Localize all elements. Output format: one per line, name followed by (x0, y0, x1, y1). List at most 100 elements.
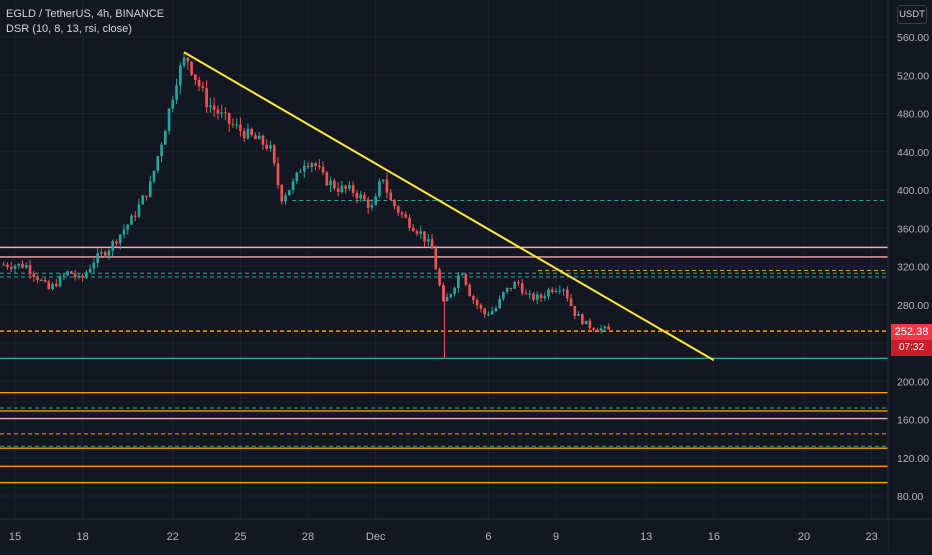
candle-body (254, 135, 257, 140)
candle-body (9, 267, 13, 269)
candle-body (539, 294, 543, 299)
candle-body (287, 190, 291, 196)
candle-body (126, 224, 130, 230)
candle-body (235, 124, 238, 126)
candle-body (269, 145, 272, 149)
candle-body (359, 194, 362, 199)
candle-body (581, 314, 584, 325)
candle-body (396, 206, 400, 213)
candle-body (483, 308, 486, 315)
candle-body (85, 272, 88, 278)
candle-body (148, 181, 152, 197)
indicator-label[interactable]: DSR (10, 8, 13, rsi, close) (6, 23, 132, 35)
candle-body (295, 172, 299, 182)
candle-body (55, 283, 58, 287)
candle-body (426, 239, 430, 242)
price-tick-label: 520.00 (897, 70, 929, 82)
candle-body (457, 275, 460, 288)
candle-body (88, 268, 92, 273)
candle-body (231, 123, 235, 125)
symbol-title[interactable]: EGLD / TetherUS, 4h, BINANCE (6, 8, 165, 20)
candle-body (370, 204, 374, 208)
candle-body (51, 283, 54, 290)
grid (0, 0, 888, 519)
price-axis[interactable]: 80.00120.00160.00200.00240.00280.00320.0… (887, 0, 932, 550)
candle-body (227, 113, 231, 124)
candle-body (190, 61, 193, 75)
candle-body (404, 214, 408, 218)
candle-body (535, 294, 539, 300)
candle-body (520, 283, 524, 294)
candle-body (152, 170, 156, 182)
candle-body (441, 285, 445, 302)
candle-body (498, 298, 501, 309)
candle-body (209, 105, 212, 108)
chart-legend: EGLD / TetherUS, 4h, BINANCE DSR (10, 8,… (6, 7, 164, 37)
price-tick-label: 320.00 (897, 262, 929, 274)
candle-body (573, 306, 577, 316)
bar-countdown-tag: 07:32 (891, 340, 932, 356)
candle-body (592, 328, 595, 330)
candle-body (445, 296, 449, 302)
candle-body (588, 320, 592, 329)
candle-body (73, 273, 77, 278)
price-tick-label: 200.00 (897, 376, 929, 388)
candle-body (2, 264, 6, 266)
candle-body (111, 241, 115, 251)
candle-body (603, 326, 607, 329)
candle-body (103, 252, 107, 256)
candle-body (306, 165, 310, 167)
time-tick-label: 28 (302, 531, 314, 543)
candle-body (39, 280, 43, 282)
candle-body (509, 287, 513, 289)
candle-body (554, 290, 558, 292)
candle-body (141, 195, 145, 205)
candle-body (314, 163, 317, 166)
candle-body (423, 231, 426, 242)
candle-body (13, 265, 17, 269)
candle-body (156, 156, 160, 171)
candle-body (66, 271, 69, 276)
candle-body (408, 217, 411, 228)
trendline-layer (183, 51, 715, 362)
price-tick-label: 400.00 (897, 185, 929, 197)
candle-body (329, 180, 332, 186)
candle-body (118, 234, 122, 244)
candle-body (524, 293, 528, 295)
candle-body (453, 287, 456, 295)
time-tick-label: 13 (640, 531, 652, 543)
candle-body (325, 172, 329, 186)
candle-body (284, 195, 287, 202)
candle-body (333, 180, 336, 189)
candle-body (336, 188, 340, 192)
candle-body (363, 194, 366, 200)
time-axis[interactable]: 15 18 22 25 28 Dec 6 9 13 16 20 23 (0, 518, 932, 550)
candle-body (505, 287, 509, 292)
candle-body (145, 195, 148, 197)
time-tick-label: 16 (708, 531, 720, 543)
candle-body (280, 185, 284, 202)
candle-body (490, 311, 494, 315)
candle-body (246, 128, 250, 139)
currency-badge[interactable]: USDT (897, 5, 927, 24)
candle-body (460, 274, 464, 276)
candle-body (299, 171, 302, 173)
candle-body (468, 284, 471, 297)
candle-body (265, 144, 269, 149)
candle-body (201, 86, 205, 89)
candle-body (385, 179, 389, 193)
candle-body (175, 85, 178, 100)
candle-body (6, 264, 9, 268)
candle-body (24, 265, 28, 268)
candle-body (310, 163, 314, 167)
candle-body (43, 280, 47, 282)
candle-body (239, 124, 242, 131)
candle-body (186, 57, 190, 62)
candle-body (528, 293, 532, 295)
trendline (183, 51, 715, 362)
candle-body (543, 296, 547, 299)
candle-body (302, 165, 306, 172)
time-tick-label: 20 (798, 531, 810, 543)
